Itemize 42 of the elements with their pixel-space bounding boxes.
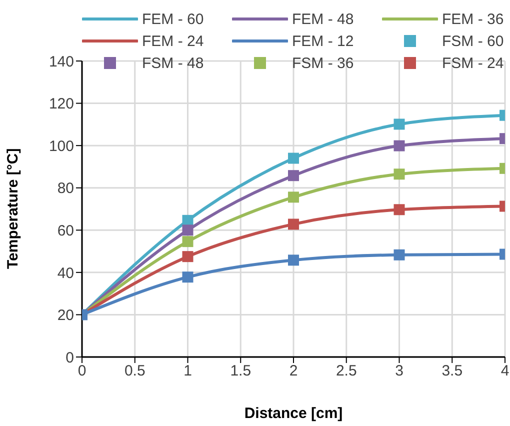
point bbox=[182, 236, 194, 248]
y-tick-label: 20 bbox=[57, 307, 74, 324]
x-tick-label: 0 bbox=[78, 362, 86, 380]
legend-label: FEM - 48 bbox=[292, 10, 354, 28]
point bbox=[288, 152, 299, 164]
point bbox=[394, 140, 405, 152]
y-tick-label: 40 bbox=[57, 264, 74, 282]
y-tick-label: 80 bbox=[57, 180, 74, 198]
legend-label: FSM - 48 bbox=[142, 54, 204, 72]
point bbox=[288, 218, 299, 230]
legend-label: FEM - 36 bbox=[442, 10, 504, 28]
x-tick-label: 3.5 bbox=[442, 362, 463, 380]
x-tick-label: 4 bbox=[500, 362, 510, 380]
point bbox=[394, 168, 405, 180]
point bbox=[288, 192, 299, 203]
legend-label: FSM - 24 bbox=[442, 54, 504, 72]
point bbox=[182, 251, 194, 262]
x-tick-label: 2.5 bbox=[336, 362, 357, 380]
x-tick-label: 0.5 bbox=[124, 362, 146, 380]
legend-label: FSM - 36 bbox=[292, 54, 354, 72]
point bbox=[288, 170, 299, 182]
x-tick-label: 3 bbox=[395, 362, 404, 380]
point bbox=[394, 249, 405, 260]
point bbox=[288, 254, 299, 266]
legend-label: FEM - 60 bbox=[142, 10, 204, 28]
legend-label: FEM - 12 bbox=[292, 32, 354, 50]
x-axis-title: Distance [cm] bbox=[244, 405, 343, 422]
y-tick-label: 100 bbox=[48, 138, 74, 155]
y-tick-label: 140 bbox=[48, 53, 74, 70]
x-tick-label: 1.5 bbox=[230, 362, 252, 380]
y-tick-label: 0 bbox=[66, 349, 74, 366]
y-tick-label: 120 bbox=[48, 96, 74, 113]
y-axis-title: Temperature [°C] bbox=[4, 148, 22, 269]
x-tick-label: 1 bbox=[184, 362, 192, 380]
legend-label: FSM - 60 bbox=[442, 32, 504, 50]
point bbox=[394, 118, 405, 130]
point bbox=[394, 204, 405, 216]
x-tick-label: 2 bbox=[289, 362, 298, 380]
y-tick-label: 60 bbox=[57, 222, 74, 240]
point bbox=[182, 224, 194, 236]
legend-label: FEM - 24 bbox=[142, 32, 204, 50]
point bbox=[182, 272, 194, 283]
